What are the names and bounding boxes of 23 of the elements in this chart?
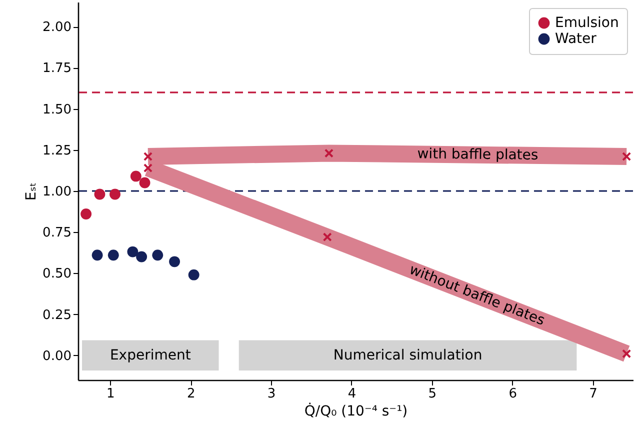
y-axis-title: Eₛₜ	[24, 182, 40, 201]
x-tick-label: 6	[508, 386, 517, 402]
y-tick-label: 0.25	[42, 308, 72, 323]
x-tick-label: 3	[267, 386, 276, 402]
y-tick-label: 2.00	[42, 20, 72, 36]
x-tick-label: 4	[348, 386, 356, 402]
x-axis-title: Q̇/Q₀ (10⁻⁴ s⁻¹)	[304, 402, 408, 420]
band-label: Experiment	[110, 347, 192, 364]
legend-label: Emulsion	[555, 15, 619, 31]
legend-label: Water	[555, 31, 597, 47]
y-tick-label: 1.75	[42, 61, 72, 76]
y-tick-label: 0.75	[42, 226, 72, 241]
x-tick-label: 1	[106, 386, 115, 402]
band-label: Numerical simulation	[333, 347, 482, 364]
y-tick-label: 1.25	[42, 143, 72, 158]
x-tick-label: 2	[186, 386, 196, 402]
y-tick-label: 0.50	[42, 266, 72, 282]
y-tick-label: 1.00	[42, 184, 72, 200]
x-tick-label: 7	[589, 386, 598, 402]
y-tick-label: 1.50	[42, 102, 72, 118]
y-tick-label: 0.00	[42, 348, 72, 364]
x-tick-label: 5	[428, 386, 437, 402]
series-label: with baffle plates	[417, 146, 538, 164]
